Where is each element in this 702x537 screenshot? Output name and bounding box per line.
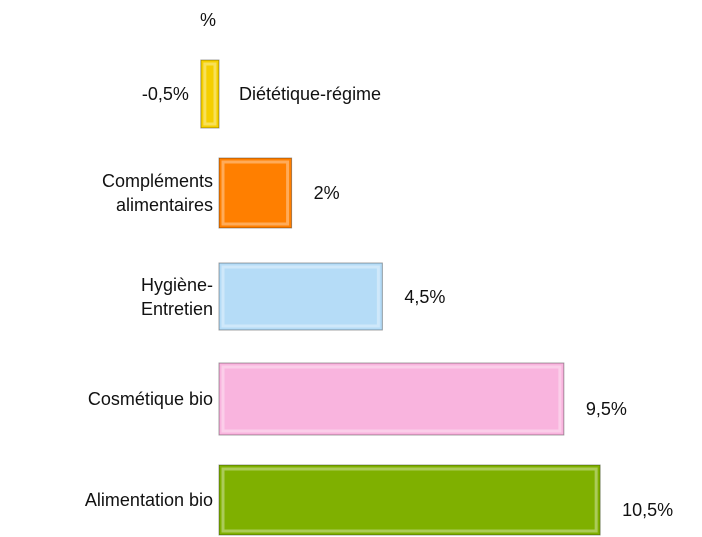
value-label: 10,5% (622, 500, 674, 520)
bar (200, 59, 220, 129)
value-label: 2% (313, 183, 340, 203)
category-label: Diététique-régime (239, 84, 382, 104)
category-label: Cosmétique bio (87, 389, 213, 409)
bar (218, 464, 601, 536)
bar (218, 362, 565, 436)
bar-bevel (221, 467, 598, 533)
bar-bevel (221, 265, 380, 328)
category-label: Hygiène-Entretien (140, 274, 213, 319)
bar-bevel (221, 160, 290, 226)
category-label: Compléments alimentaires (101, 171, 213, 215)
chart-title: % (200, 10, 217, 30)
bar-bevel (203, 62, 217, 126)
bar (218, 262, 383, 331)
value-label: -0,5% (141, 84, 189, 104)
bar (218, 157, 293, 229)
value-label: 4,5% (404, 286, 446, 307)
bar-bevel (221, 365, 562, 433)
category-label: Alimentation bio (84, 490, 213, 510)
value-label: 9,5% (585, 399, 627, 419)
